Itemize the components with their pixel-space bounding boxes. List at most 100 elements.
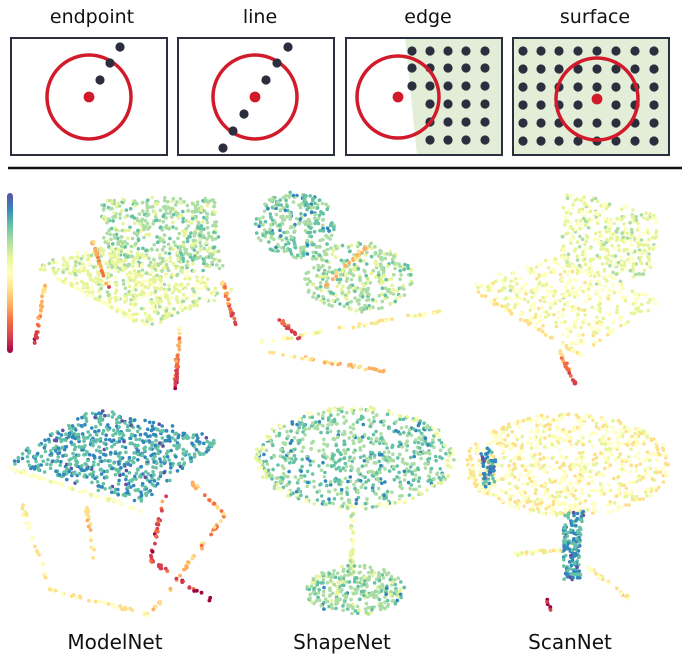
point xyxy=(597,280,601,284)
point xyxy=(340,583,345,588)
point xyxy=(165,294,169,299)
point xyxy=(628,221,632,225)
point xyxy=(121,268,125,273)
point xyxy=(325,455,329,459)
point xyxy=(590,268,594,273)
point xyxy=(270,218,275,222)
point xyxy=(172,212,176,217)
point xyxy=(185,239,190,244)
point xyxy=(623,322,628,327)
point xyxy=(153,443,158,448)
neighbor-point xyxy=(649,136,659,146)
point xyxy=(127,312,131,317)
point xyxy=(103,218,108,223)
point xyxy=(269,231,274,235)
point xyxy=(203,196,207,201)
point xyxy=(359,485,364,490)
point xyxy=(363,486,368,490)
point xyxy=(578,287,582,292)
point xyxy=(194,218,199,222)
point xyxy=(204,255,209,260)
point xyxy=(417,476,422,480)
point xyxy=(354,501,359,506)
point xyxy=(328,575,333,579)
point xyxy=(108,459,112,463)
point xyxy=(351,267,356,271)
point xyxy=(55,436,59,440)
point xyxy=(356,365,361,370)
point xyxy=(327,229,331,233)
point xyxy=(581,341,585,346)
point xyxy=(561,342,566,346)
point xyxy=(120,502,124,507)
point xyxy=(398,277,403,282)
point xyxy=(633,249,637,254)
point xyxy=(50,432,54,436)
point xyxy=(563,256,568,260)
point xyxy=(106,423,110,427)
point xyxy=(136,424,140,429)
point-cloud-grid xyxy=(9,190,670,618)
point xyxy=(359,291,364,296)
point xyxy=(360,504,365,509)
point xyxy=(282,424,287,429)
point xyxy=(295,422,299,427)
point xyxy=(334,606,338,611)
point xyxy=(639,302,644,307)
point xyxy=(114,605,119,610)
point xyxy=(559,356,564,360)
point xyxy=(435,434,440,438)
point xyxy=(79,266,83,270)
point xyxy=(392,262,397,266)
point xyxy=(149,553,153,558)
point xyxy=(168,439,172,443)
point xyxy=(304,331,308,336)
point xyxy=(377,479,382,484)
point xyxy=(51,446,56,451)
point xyxy=(430,483,435,488)
point xyxy=(312,242,316,247)
point xyxy=(390,501,395,506)
point xyxy=(619,238,624,242)
point xyxy=(545,289,550,294)
point xyxy=(199,286,203,291)
point xyxy=(281,353,285,357)
point xyxy=(308,463,313,467)
point xyxy=(572,341,577,345)
point xyxy=(351,538,356,543)
point xyxy=(404,425,409,429)
point xyxy=(530,288,534,293)
point xyxy=(73,277,78,281)
point xyxy=(576,332,581,337)
point xyxy=(369,450,373,455)
point xyxy=(110,410,115,414)
point xyxy=(321,460,325,465)
point xyxy=(85,257,90,262)
point xyxy=(314,599,319,603)
point xyxy=(112,254,117,259)
point xyxy=(399,286,403,290)
point xyxy=(280,245,284,250)
point xyxy=(169,448,173,453)
point xyxy=(389,412,394,416)
point xyxy=(614,431,619,435)
point xyxy=(191,238,196,243)
point xyxy=(156,263,161,268)
point xyxy=(275,482,280,486)
point xyxy=(139,306,144,311)
point xyxy=(440,456,444,461)
neighbor-point xyxy=(649,46,659,56)
point xyxy=(288,441,293,446)
point xyxy=(361,415,365,420)
point xyxy=(644,240,649,244)
point xyxy=(423,451,428,455)
point xyxy=(102,215,107,219)
neighbor-point xyxy=(480,46,490,56)
neighbor-point xyxy=(536,100,546,110)
point xyxy=(259,466,264,470)
point xyxy=(410,314,415,319)
point xyxy=(372,415,376,420)
point xyxy=(291,491,296,496)
point xyxy=(116,236,120,240)
point xyxy=(382,570,387,574)
